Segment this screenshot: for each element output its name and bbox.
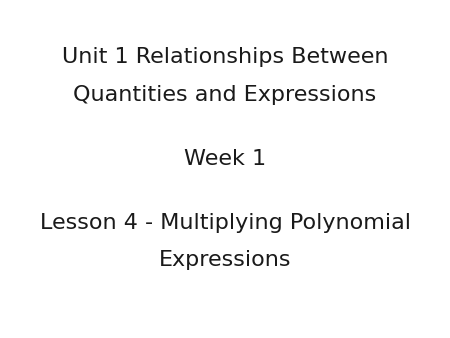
Text: Week 1: Week 1 (184, 149, 266, 169)
Text: Quantities and Expressions: Quantities and Expressions (73, 84, 377, 105)
Text: Lesson 4 - Multiplying Polynomial: Lesson 4 - Multiplying Polynomial (40, 213, 410, 233)
Text: Unit 1 Relationships Between: Unit 1 Relationships Between (62, 47, 388, 68)
Text: Expressions: Expressions (159, 250, 291, 270)
